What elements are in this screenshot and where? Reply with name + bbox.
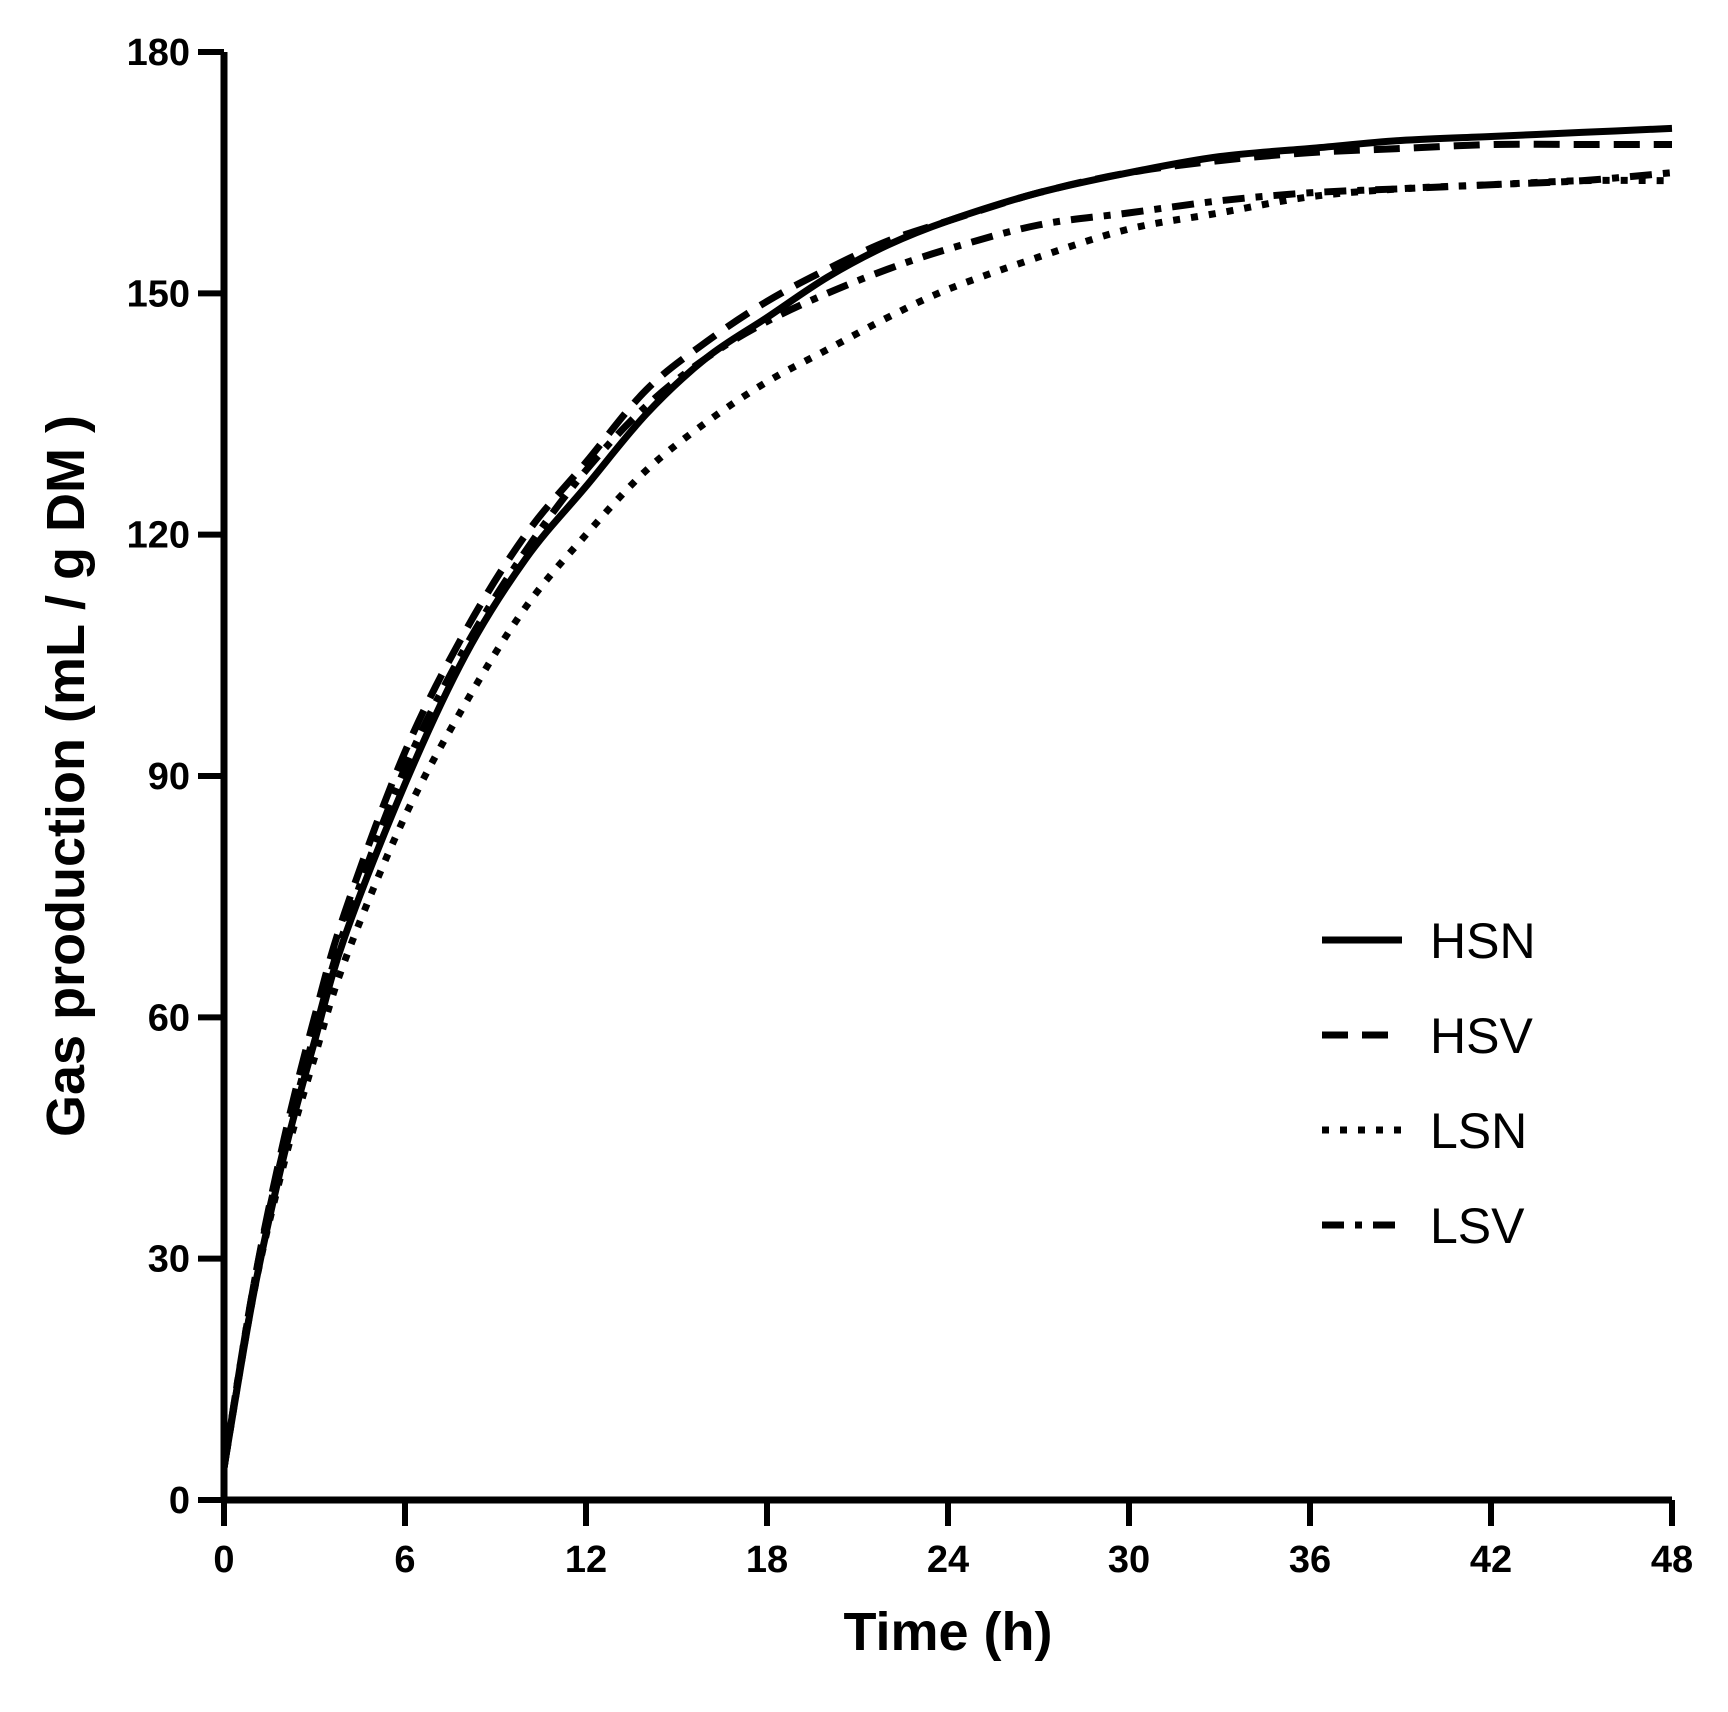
y-axis-title: Gas production (mL / g DM )	[36, 415, 96, 1137]
y-tick-label: 180	[127, 32, 190, 74]
legend-label: HSV	[1430, 1008, 1533, 1064]
y-tick-label: 120	[127, 515, 190, 557]
x-tick-label: 42	[1470, 1539, 1512, 1581]
x-tick-label: 30	[1108, 1539, 1150, 1581]
axes	[220, 52, 1672, 1504]
legend-item-lsn: LSN	[1322, 1103, 1527, 1159]
legend-label: LSV	[1430, 1198, 1525, 1254]
legend-label: LSN	[1430, 1103, 1527, 1159]
y-tick-label: 90	[148, 756, 190, 798]
x-tick-label: 6	[394, 1539, 415, 1581]
x-tick-label: 48	[1651, 1539, 1693, 1581]
x-tick-label: 24	[927, 1539, 969, 1581]
legend-item-lsv: LSV	[1322, 1198, 1525, 1254]
x-tick-label: 36	[1289, 1539, 1331, 1581]
x-tick-label: 12	[565, 1539, 607, 1581]
x-axis-title: Time (h)	[843, 1602, 1052, 1662]
series-line-lsv	[220, 169, 1673, 1469]
y-axis-ticks: 0 30 60 90 120 150 180	[127, 32, 224, 1522]
legend: HSN HSV LSN LSV	[1322, 913, 1536, 1254]
y-tick-label: 0	[169, 1480, 190, 1522]
series-line-hsv	[220, 140, 1672, 1469]
x-axis-ticks: 0 6 12 18 24 30 36 42 48	[213, 1500, 1693, 1581]
legend-item-hsv: HSV	[1322, 1008, 1533, 1064]
x-tick-label: 0	[213, 1539, 234, 1581]
y-tick-label: 150	[127, 273, 190, 315]
x-tick-label: 18	[746, 1539, 788, 1581]
y-tick-label: 30	[148, 1239, 190, 1281]
legend-label: HSN	[1430, 913, 1536, 969]
series-line-lsn	[220, 176, 1673, 1469]
y-tick-label: 60	[148, 997, 190, 1039]
plot-area	[220, 124, 1673, 1469]
legend-item-hsn: HSN	[1322, 913, 1536, 969]
series-line-hsn	[220, 124, 1673, 1469]
